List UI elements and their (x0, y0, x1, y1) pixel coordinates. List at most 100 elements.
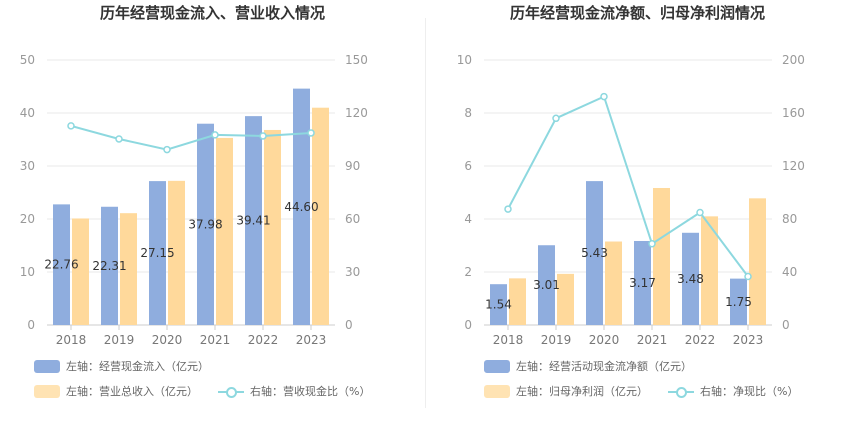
line-point (648, 240, 656, 248)
y-right-tick-label: 40 (782, 265, 797, 279)
x-tick-label: 2018 (56, 333, 87, 347)
line-point (67, 122, 75, 130)
y-left-tick-label: 8 (464, 106, 472, 120)
line-series (70, 124, 312, 151)
line-point (307, 129, 315, 137)
bar-series-1 (53, 204, 70, 325)
legend-item-bar2[interactable]: 左轴：归母净利润（亿元） (484, 383, 648, 399)
bar-series-1 (149, 181, 166, 325)
bar-series-2 (120, 213, 137, 325)
bar-series-2 (264, 129, 281, 325)
y-right-tick-label: 90 (345, 159, 360, 173)
bar-series-2 (312, 107, 329, 325)
data-label: 1.54 (485, 298, 512, 312)
x-tick-label: 2021 (200, 333, 231, 347)
data-label: 1.75 (725, 295, 752, 309)
bar-series-1 (682, 232, 699, 325)
legend-label: 右轴：净现比（%） (700, 385, 799, 398)
line-point (744, 272, 752, 281)
y-right-tick-label: 0 (345, 318, 353, 332)
legend-item-bar1[interactable]: 左轴：经营现金流入（亿元） (34, 358, 209, 374)
bar-series-1 (730, 278, 747, 325)
y-right-tick-label: 200 (782, 53, 805, 67)
bar-series-1 (293, 88, 310, 326)
legend-item-bar2[interactable]: 左轴：营业总收入（亿元） (34, 383, 198, 399)
legend-line-swatch (668, 385, 694, 398)
y-right-tick-label: 120 (782, 159, 805, 173)
data-label: 22.31 (92, 259, 126, 273)
legend-swatch (484, 359, 510, 373)
line-point (504, 205, 512, 213)
x-tick-label: 2021 (637, 333, 668, 347)
bar-series-2 (72, 218, 89, 325)
y-left-tick-label: 30 (20, 159, 35, 173)
bar-series-1 (538, 245, 555, 325)
bar-series-2 (168, 180, 185, 325)
legend-item-bar1[interactable]: 左轴：经营活动现金流净额（亿元） (484, 358, 692, 374)
data-label: 3.01 (533, 278, 560, 292)
chart-title: 历年经营现金流入、营业收入情况 (99, 4, 325, 22)
data-label: 44.60 (284, 200, 318, 214)
y-right-tick-label: 160 (782, 106, 805, 120)
bar-series-2 (216, 137, 233, 325)
line-point (163, 145, 171, 154)
y-left-tick-label: 6 (464, 159, 472, 173)
bar-series-1 (490, 284, 507, 325)
y-left-tick-label: 4 (464, 212, 472, 226)
x-tick-label: 2020 (589, 333, 620, 347)
y-right-tick-label: 120 (345, 106, 368, 120)
right-chart-plot: 0 2 4 6 8 10 0 40 80 120 160 200 2018 2019 2020 2021 202… (457, 53, 805, 347)
bar-series-1 (245, 116, 262, 325)
legend-line-swatch (218, 385, 244, 398)
data-label: 37.98 (188, 217, 222, 231)
data-label: 3.48 (677, 272, 704, 286)
y-left-tick-label: 2 (464, 265, 472, 279)
x-tick-label: 2020 (152, 333, 183, 347)
data-label: 3.17 (629, 276, 656, 290)
bar-series-2 (509, 278, 526, 325)
right-chart-panel: 历年经营现金流净额、归母净利润情况 0 2 4 6 8 10 0 40 80 120 160 200 2… (425, 0, 850, 436)
left-chart-panel: 历年经营现金流入、营业收入情况 0 10 20 30 40 50 0 30 60 90 120 150… (20, 4, 371, 399)
legend-label: 左轴：营业总收入（亿元） (66, 385, 198, 398)
left-chart-plot: 0 10 20 30 40 50 0 30 60 90 120 150 2018 2019 2020 2021… (20, 53, 368, 347)
y-left-tick-label: 10 (20, 265, 35, 279)
line-point (115, 135, 123, 143)
x-tick-label: 2023 (733, 333, 764, 347)
y-left-tick-label: 0 (464, 318, 472, 332)
bar-series-2 (605, 241, 622, 325)
y-left-tick-label: 10 (457, 53, 472, 67)
bar-series-2 (749, 198, 766, 325)
y-right-tick-label: 80 (782, 212, 797, 226)
line-point (600, 92, 608, 101)
legend-item-line[interactable]: 右轴：净现比（%） (668, 383, 798, 399)
legend-item-line[interactable]: 右轴：营收现金比（%） (218, 383, 370, 399)
chart-title: 历年经营现金流净额、归母净利润情况 (509, 4, 765, 22)
bar-series-1 (101, 206, 118, 325)
x-tick-label: 2022 (685, 333, 716, 347)
data-label: 27.15 (140, 246, 174, 260)
data-label: 5.43 (581, 246, 608, 260)
y-left-tick-label: 50 (20, 53, 35, 67)
line-point (552, 114, 560, 123)
y-right-tick-label: 60 (345, 212, 360, 226)
bar-series-1 (586, 181, 603, 325)
legend-swatch (34, 359, 60, 373)
y-right-tick-label: 150 (345, 53, 368, 67)
line-point (259, 132, 267, 140)
legend-swatch (484, 384, 510, 398)
bar-series-2 (653, 187, 670, 325)
bar-series-2 (701, 216, 718, 325)
bar-series-1 (634, 240, 651, 325)
y-right-tick-label: 0 (782, 318, 790, 332)
legend-swatch (34, 384, 60, 398)
bar-series-1 (197, 123, 214, 326)
legend-label: 左轴：经营现金流入（亿元） (66, 360, 209, 373)
data-label: 22.76 (44, 258, 78, 272)
legend-label: 左轴：经营活动现金流净额（亿元） (516, 360, 692, 373)
panel-divider (425, 18, 426, 408)
y-left-tick-label: 40 (20, 106, 35, 120)
y-left-tick-label: 0 (27, 318, 35, 332)
data-label: 39.41 (236, 214, 270, 228)
x-tick-label: 2018 (493, 333, 524, 347)
line-point (211, 131, 219, 139)
